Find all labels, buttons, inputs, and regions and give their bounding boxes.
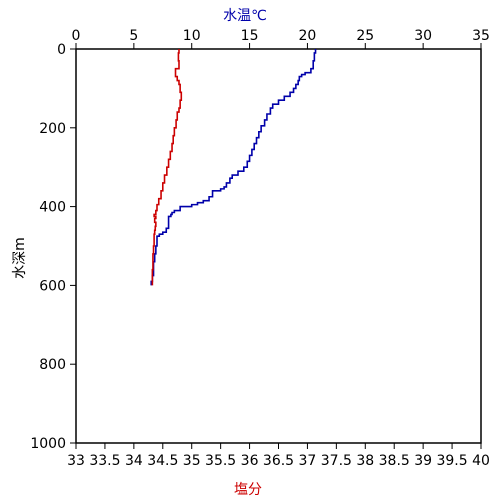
y-tick-label: 200: [39, 121, 66, 137]
bottom-tick-label: 37: [299, 453, 317, 469]
bottom-tick-label: 34.5: [147, 453, 178, 469]
top-tick-label: 5: [129, 28, 138, 44]
bottom-tick-label: 39.5: [436, 453, 467, 469]
bottom-tick-label: 36.5: [263, 453, 294, 469]
series-layer: [150, 49, 317, 286]
bottom-tick-label: 36: [241, 453, 259, 469]
bottom-tick-label: 35.5: [205, 453, 236, 469]
bottom-tick-label: 38: [356, 453, 374, 469]
bottom-tick-label: 33.5: [89, 453, 120, 469]
top-axis-ticks: 0 5 10 15 20 25 30 35: [72, 28, 490, 49]
bottom-axis-ticks: 33 33.5 34 34.5 35 35.5 36 36.5 37 37.5 38 38.5 39 39…: [67, 443, 490, 469]
bottom-tick-label: 35: [183, 453, 201, 469]
top-tick-label: 30: [414, 28, 432, 44]
bottom-axis-title: 塩分: [234, 482, 262, 498]
bottom-tick-label: 40: [472, 453, 490, 469]
plot-frame: [75, 48, 482, 444]
y-axis-title: 水深m: [12, 237, 28, 279]
top-tick-label: 25: [356, 28, 374, 44]
bottom-tick-label: 38.5: [379, 453, 410, 469]
top-axis-title: 水温℃: [223, 8, 267, 24]
y-tick-label: 800: [39, 357, 66, 373]
y-tick-label: 0: [57, 42, 66, 58]
temperature-profile-line: [150, 49, 317, 286]
bottom-tick-label: 39: [414, 453, 432, 469]
bottom-tick-label: 34: [125, 453, 143, 469]
bottom-tick-label: 33: [67, 453, 85, 469]
top-tick-label: 0: [72, 28, 81, 44]
bottom-tick-label: 37.5: [321, 453, 352, 469]
y-tick-label: 1000: [30, 436, 66, 452]
y-tick-label: 400: [39, 200, 66, 216]
top-tick-label: 20: [299, 28, 317, 44]
salinity-profile-line: [151, 49, 183, 286]
y-axis-ticks: 0 200 400 600 800 1000: [30, 42, 76, 452]
top-tick-label: 10: [183, 28, 201, 44]
y-tick-label: 600: [39, 278, 66, 294]
top-tick-label: 35: [472, 28, 490, 44]
top-tick-label: 15: [241, 28, 259, 44]
